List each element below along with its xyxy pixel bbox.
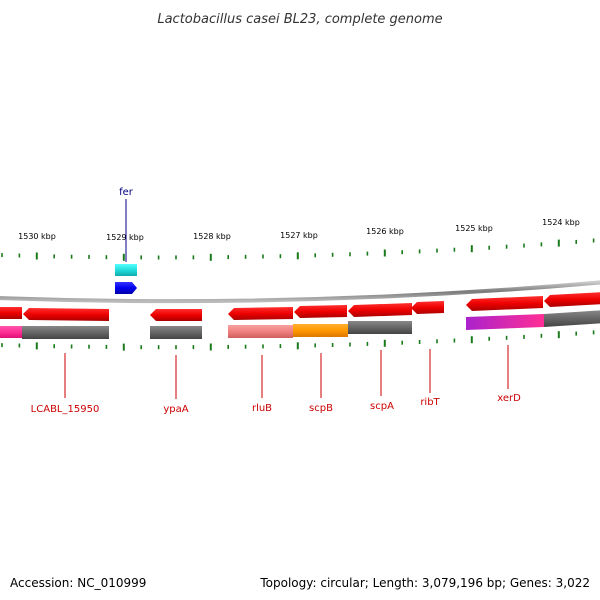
gene-gray-right[interactable] [544,310,600,327]
gene-fer[interactable] [115,264,137,276]
tick-label-1528kbp: 1528 kbp [193,232,231,241]
gene-scpA-upper[interactable] [348,303,412,317]
reverse-genes-upper-row [0,292,600,321]
gene-orange-scpB[interactable] [293,324,348,337]
gene-magenta-xerD[interactable] [466,314,544,330]
tick-label-1529kbp: 1529 kbp [106,233,144,242]
tick-label-1524kbp: 1524 kbp [542,218,580,227]
gene-label-xerD[interactable]: xerD [497,393,521,404]
gene-reverse-left-edge[interactable] [0,307,22,319]
tick-label-1530kbp: 1530 kbp [18,232,56,241]
gene-xerD-upper[interactable] [466,296,543,311]
reverse-genes-lower-row [0,310,600,339]
gene-rluB[interactable] [228,307,293,320]
gene-label-scpA[interactable]: scpA [370,401,394,412]
tick-label-1525kbp: 1525 kbp [455,224,493,233]
gene-label-scpB[interactable]: scpB [309,403,333,414]
tick-label-1526kbp: 1526 kbp [366,227,404,236]
gene-ribT[interactable] [411,301,444,314]
gene-gray-scpA[interactable] [348,321,412,334]
genome-info-text: Topology: circular; Length: 3,079,196 bp… [260,576,590,590]
tick-marks-upper [1,238,595,261]
label-leader-lines [64,199,509,399]
gene-gray-ypaA[interactable] [150,326,202,339]
gene-reverse-right-edge[interactable] [544,292,600,307]
tick-label-1527kbp: 1527 kbp [280,231,318,240]
forward-genes [115,264,137,294]
genome-backbone [0,280,600,304]
map-title: Lactobacillus casei BL23, complete genom… [157,12,442,27]
gene-scpB-upper[interactable] [294,305,347,318]
gene-gray-lcabl[interactable] [22,326,109,339]
gene-label-ypaA[interactable]: ypaA [163,404,188,415]
gene-label-rluB[interactable]: rluB [252,403,272,414]
gene-pink-left[interactable] [0,326,22,338]
accession-text: Accession: NC_010999 [10,576,147,590]
gene-salmon-rluB[interactable] [228,325,293,338]
gene-ypaA[interactable] [150,309,202,321]
gene-label-ribT[interactable]: ribT [420,397,440,408]
gene-forward-blue[interactable] [115,282,137,294]
tick-marks-lower [1,330,595,351]
gene-label-lcabl-15950[interactable]: LCABL_15950 [31,404,100,415]
gene-lcabl-15950[interactable] [23,308,109,321]
gene-label-fer[interactable]: fer [119,187,134,198]
